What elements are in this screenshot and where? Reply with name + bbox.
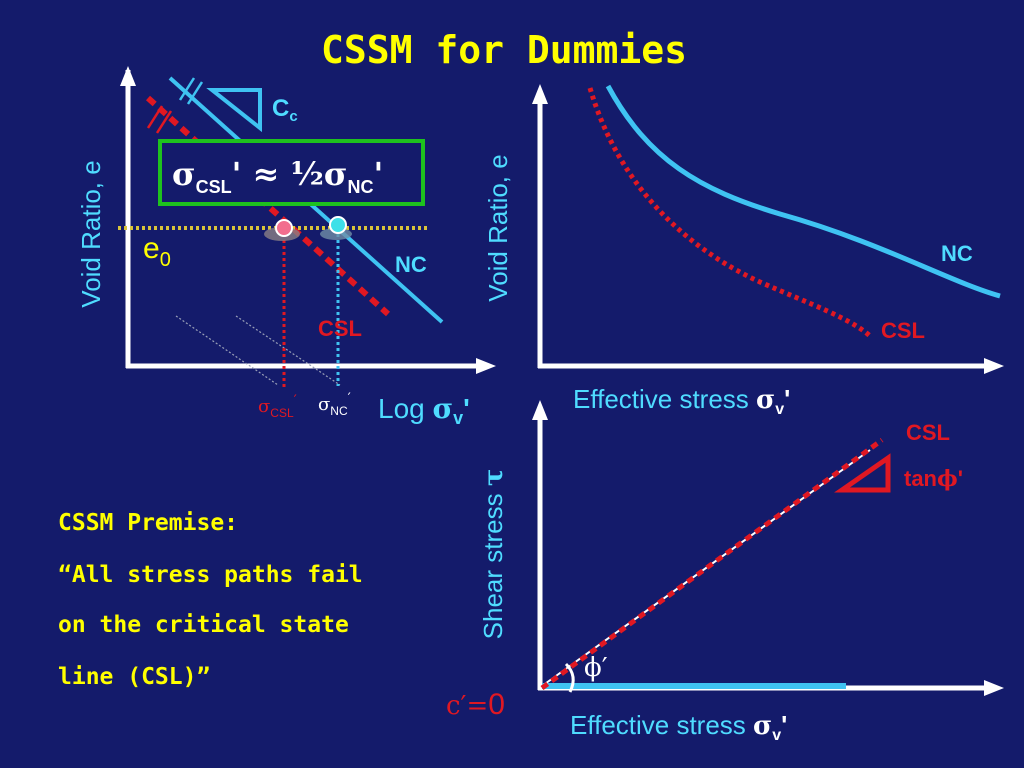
phi-angle-label: ϕ′: [584, 653, 608, 683]
estress-nc-label: NC: [941, 241, 973, 266]
elog-x-arrow-icon: [476, 358, 496, 374]
elog-y-arrow-icon: [120, 66, 136, 86]
relation-formula: σCSL' ≈ ½σNC': [172, 155, 383, 197]
csl-parallel-mark-icon: [146, 105, 173, 134]
shear-x-arrow-icon: [984, 680, 1004, 696]
tanphi-label: tanϕ': [904, 466, 963, 492]
shear-csl-line: [540, 437, 884, 691]
nc-intersection-point: [329, 216, 347, 234]
premise-line-4: line (CSL)”: [58, 664, 210, 690]
elog-faint-line-1: [175, 315, 279, 386]
relation-box: [158, 139, 425, 206]
cohesion-label: c′=0: [446, 688, 505, 721]
estress-y-arrow-icon: [532, 84, 548, 104]
tanphi-triangle-icon: [834, 453, 891, 493]
estress-nc-curve: [605, 84, 1001, 299]
e-stress-panel: NC CSL Void Ratio, e Effective stress σv…: [483, 84, 1004, 418]
shear-y-axis-label: Shear stress τ: [478, 469, 509, 640]
e0-label: e0: [143, 232, 171, 271]
sigma-nc-tick-label: σNC′: [318, 391, 351, 418]
e-log-stress-panel: Cc σCSL' ≈ ½σNC' e0 NC CSL Void Ratio, e…: [76, 66, 496, 428]
estress-csl-label: CSL: [881, 318, 925, 343]
premise-line-2: “All stress paths fail: [58, 562, 363, 588]
estress-csl-curve: [587, 87, 872, 338]
elog-csl-label: CSL: [318, 316, 362, 341]
cc-label: Cc: [272, 95, 298, 125]
estress-x-arrow-icon: [984, 358, 1004, 374]
elog-faint-line-2: [235, 315, 341, 386]
premise-line-1: CSSM Premise:: [58, 510, 238, 536]
nc-parallel-mark-icon: [178, 77, 204, 105]
premise-text-block: CSSM Premise: “All stress paths fail on …: [58, 510, 363, 690]
slide-title: CSSM for Dummies: [321, 28, 687, 72]
sigma-csl-tick-label: σCSL′: [258, 393, 297, 420]
shear-stress-panel: CSL tanϕ' ϕ′ c′=0 Shear stress τ Effecti…: [446, 400, 1004, 744]
shear-x-axis-label: Effective stress σv': [570, 710, 787, 744]
elog-csl-line: [145, 95, 391, 317]
estress-y-axis-label: Void Ratio, e: [483, 154, 513, 301]
elog-nc-label: NC: [395, 252, 427, 277]
phi-angle-arc: [564, 662, 575, 693]
elog-y-axis-label: Void Ratio, e: [76, 160, 106, 307]
cc-slope-triangle-icon: [206, 88, 262, 133]
elog-x-axis-label: Log σv': [378, 392, 470, 428]
premise-line-3: on the critical state: [58, 612, 349, 638]
shear-y-arrow-icon: [532, 400, 548, 420]
csl-intersection-point: [275, 219, 293, 237]
estress-x-axis-label: Effective stress σv': [573, 384, 790, 418]
shear-csl-label: CSL: [906, 420, 950, 445]
